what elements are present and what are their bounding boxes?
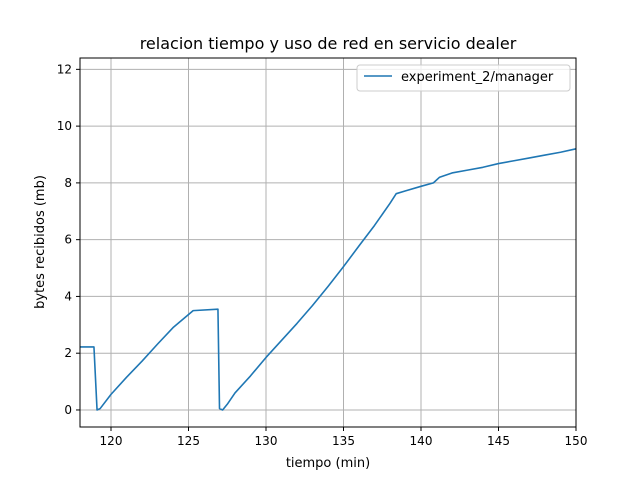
y-tick-label: 4 — [64, 289, 72, 303]
y-tick-label: 0 — [64, 403, 72, 417]
x-axis-label: tiempo (min) — [286, 456, 370, 471]
grid — [80, 58, 577, 427]
y-tick-label: 6 — [64, 233, 72, 247]
y-axis-ticks: 0 2 4 6 8 10 12 — [57, 62, 80, 417]
x-tick-label: 120 — [100, 434, 123, 448]
x-tick-label: 140 — [410, 434, 433, 448]
plot-frame — [79, 57, 577, 428]
x-tick-label: 135 — [332, 434, 355, 448]
legend-box — [356, 64, 571, 92]
x-tick-label: 125 — [177, 434, 200, 448]
x-axis-ticks: 120 125 130 135 140 145 150 — [100, 427, 588, 448]
legend-label: experiment_2/manager — [401, 70, 554, 85]
x-tick-label: 145 — [487, 434, 510, 448]
y-tick-label: 10 — [57, 119, 72, 133]
y-tick-label: 2 — [64, 346, 72, 360]
legend: experiment_2/manager — [356, 64, 571, 92]
x-tick-label: 150 — [565, 434, 588, 448]
x-tick-label: 130 — [255, 434, 278, 448]
y-axis-label: bytes recibidos (mb) — [33, 175, 48, 309]
chart-title: relacion tiempo y uso de red en servicio… — [140, 34, 517, 53]
series-line — [80, 148, 577, 411]
y-tick-label: 12 — [57, 62, 72, 76]
series-layer — [80, 148, 577, 411]
y-tick-label: 8 — [64, 176, 72, 190]
